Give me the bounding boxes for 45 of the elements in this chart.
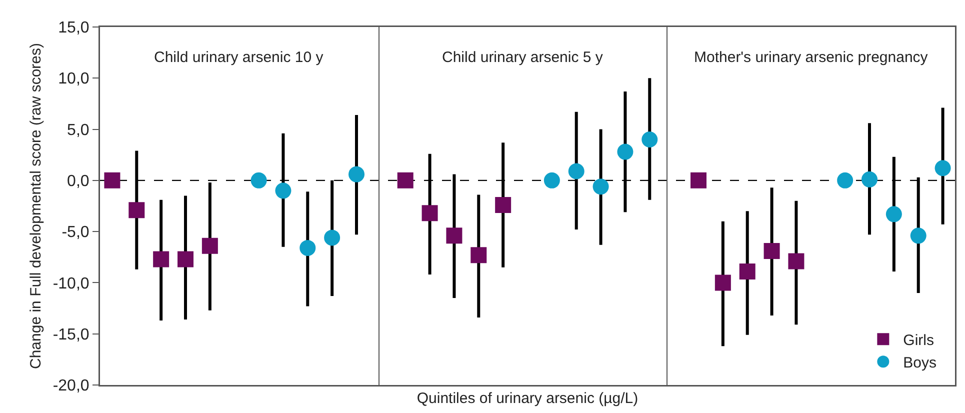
- y-axis-title: Change in Full developmental score (raw scores): [27, 43, 44, 369]
- point: [495, 196, 512, 213]
- point: [153, 251, 170, 268]
- point: [910, 228, 926, 244]
- point: [837, 172, 854, 188]
- point: [886, 206, 902, 222]
- y-tick-label: 15,0: [58, 20, 90, 37]
- point: [714, 274, 731, 291]
- point: [397, 172, 414, 188]
- point: [446, 228, 462, 244]
- point: [617, 144, 634, 160]
- point: [568, 163, 584, 180]
- point: [544, 172, 560, 188]
- point: [862, 171, 878, 188]
- y-tick-label: -20,0: [52, 378, 90, 395]
- point: [104, 172, 120, 188]
- point: [300, 240, 316, 256]
- point: [934, 160, 951, 176]
- point: [275, 182, 292, 199]
- point: [739, 263, 756, 280]
- point: [202, 238, 218, 254]
- point: [592, 178, 609, 195]
- y-tick-label: 5,0: [67, 122, 90, 139]
- point: [422, 205, 438, 222]
- x-axis-title: Quintiles of urinary arsenic (µg/L): [416, 390, 638, 408]
- annotation: Child urinary arsenic 5 y: [442, 49, 604, 66]
- point: [178, 251, 194, 268]
- point: [128, 202, 145, 218]
- legend-label: Boys: [903, 354, 937, 372]
- point: [324, 230, 340, 246]
- point: [470, 247, 487, 264]
- point: [788, 253, 804, 270]
- point: [764, 243, 780, 260]
- y-tick-label: 10,0: [58, 70, 90, 88]
- y-tick-label: 0,0: [67, 173, 90, 190]
- point: [690, 172, 706, 188]
- legend-label: Girls: [903, 332, 934, 349]
- annotation: Child urinary arsenic 10 y: [154, 49, 324, 66]
- y-tick-label: -15,0: [52, 326, 90, 344]
- y-tick-label: -5,0: [62, 224, 90, 242]
- point: [250, 172, 267, 188]
- point: [348, 166, 364, 182]
- y-tick-label: -10,0: [52, 275, 90, 292]
- annotation: Mother's urinary arsenic pregnancy: [694, 49, 928, 66]
- point: [642, 132, 658, 148]
